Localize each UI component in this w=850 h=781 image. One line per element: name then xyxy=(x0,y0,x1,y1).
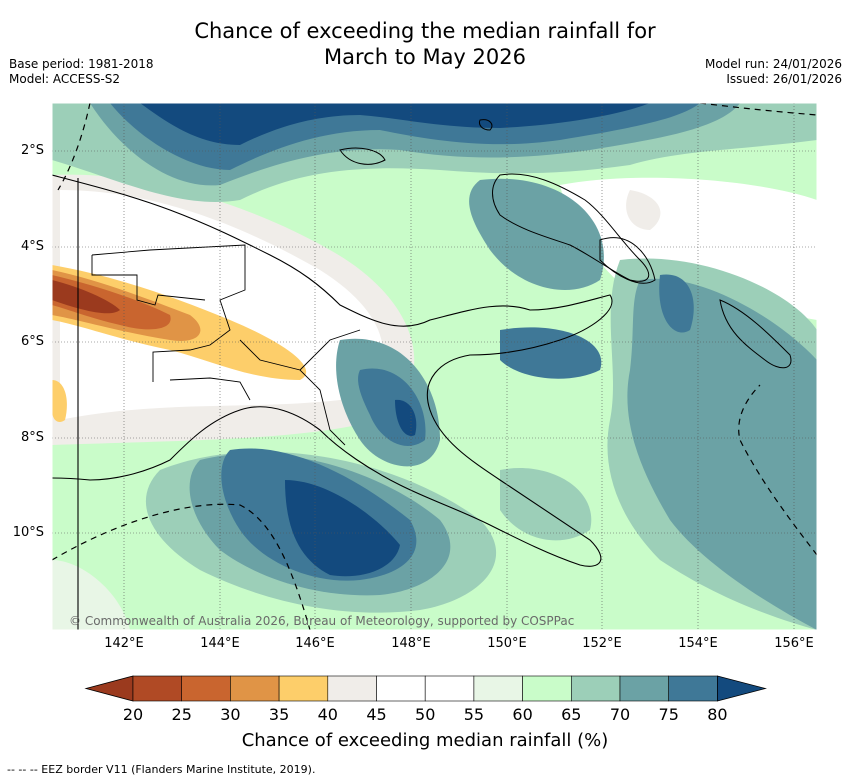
province-borders-west xyxy=(91,244,246,382)
latitude-label: 4°S xyxy=(20,239,44,254)
graticule xyxy=(52,103,817,630)
eez-border-se xyxy=(738,384,817,556)
island-coastline xyxy=(479,119,493,131)
colorbar-cell xyxy=(230,675,280,702)
colorbar-cell xyxy=(327,675,377,702)
dry-patch-west xyxy=(52,380,67,422)
model-run: Model run: 24/01/2026 xyxy=(704,57,842,71)
meta-right: Model run: 24/01/2026 Issued: 26/01/2026 xyxy=(705,57,842,87)
copyright-notice: © Commonwealth of Australia 2026, Bureau… xyxy=(69,614,575,628)
neutral-zone-sw xyxy=(52,560,130,630)
wet-zone-coral-80 xyxy=(285,480,400,577)
province-borders-south xyxy=(169,377,251,401)
longitude-label: 150°E xyxy=(487,636,527,651)
latitude-label: 2°S xyxy=(20,143,44,158)
map-frame xyxy=(51,102,818,631)
colorbar xyxy=(84,675,767,702)
title-line-2: March to May 2026 xyxy=(324,45,526,69)
eez-border-ne xyxy=(699,103,817,116)
colorbar-tick-label: 25 xyxy=(171,705,192,724)
colorbar-tick-label: 50 xyxy=(415,705,436,724)
colorbar-cell xyxy=(619,675,670,702)
eez-border-sw xyxy=(52,503,311,630)
wet-zone-milne-65 xyxy=(500,468,592,541)
colorbar-cell xyxy=(570,675,621,702)
latitude-label: 10°S xyxy=(12,525,44,540)
dry-zone-25 xyxy=(52,275,171,330)
new-guinea-coastline xyxy=(52,174,613,567)
colorbar-tick-label: 80 xyxy=(707,705,728,724)
wet-zone-bismarck xyxy=(469,178,604,290)
colorbar-cell xyxy=(522,675,572,702)
colorbar-title: Chance of exceeding median rainfall (%) xyxy=(241,730,609,751)
colorbar-tick-label: 65 xyxy=(561,705,582,724)
colorbar-cell xyxy=(668,675,718,702)
wet-zone-solomon-sea xyxy=(500,327,602,379)
meta-left: Base period: 1981-2018 Model: ACCESS-S2 xyxy=(9,57,154,87)
wet-zone-huon-80 xyxy=(395,399,417,436)
latitude-label: 8°S xyxy=(20,430,44,445)
map-title: Chance of exceeding the median rainfall … xyxy=(0,18,850,70)
colorbar-cell xyxy=(132,675,183,702)
longitude-label: 148°E xyxy=(391,636,431,651)
new-ireland-coastline xyxy=(599,237,656,284)
colorbar-tick-label: 55 xyxy=(463,705,485,724)
colorbar-cell xyxy=(278,675,329,702)
colorbar-cell xyxy=(181,675,231,702)
longitude-label: 142°E xyxy=(104,636,144,651)
manus-coastline xyxy=(339,147,386,165)
longitude-label: 144°E xyxy=(200,636,240,651)
colorbar-tick-label: 45 xyxy=(366,705,387,724)
colorbar-tick-label: 40 xyxy=(317,705,338,724)
base-period: Base period: 1981-2018 xyxy=(9,57,154,71)
colorbar-cell xyxy=(473,675,523,702)
longitude-label: 146°E xyxy=(295,636,335,651)
colorbar-tick-label: 30 xyxy=(220,705,241,724)
longitude-label: 154°E xyxy=(678,636,718,651)
province-borders-highlands xyxy=(239,329,361,446)
colorbar-tick-label: 35 xyxy=(268,705,290,724)
model-name: Model: ACCESS-S2 xyxy=(9,72,121,86)
wet-zone-east-75 xyxy=(659,274,694,333)
colorbar-extend-low xyxy=(84,675,134,702)
colorbar-tick-label: 75 xyxy=(658,705,679,724)
longitude-label: 152°E xyxy=(582,636,622,651)
neutral-patch xyxy=(626,190,661,230)
issued-date: Issued: 26/01/2026 xyxy=(726,72,842,86)
colorbar-cell xyxy=(376,675,426,702)
dry-zone-20 xyxy=(52,280,120,314)
colorbar-tick-label: 60 xyxy=(512,705,533,724)
colorbar-extend-high xyxy=(717,675,767,702)
eez-legend-note: -- -- -- EEZ border V11 (Flanders Marine… xyxy=(7,763,316,776)
latitude-label: 6°S xyxy=(20,334,44,349)
wet-zone-north-80 xyxy=(140,103,650,145)
title-line-1: Chance of exceeding the median rainfall … xyxy=(194,19,656,43)
wet-zone-east-70 xyxy=(627,278,817,630)
longitude-label: 156°E xyxy=(774,636,814,651)
colorbar-cell xyxy=(424,675,475,702)
rainfall-field xyxy=(52,103,817,630)
colorbar-tick-label: 70 xyxy=(609,705,631,724)
colorbar-tick-label: 20 xyxy=(122,705,144,724)
bougainville-coastline xyxy=(719,299,792,369)
